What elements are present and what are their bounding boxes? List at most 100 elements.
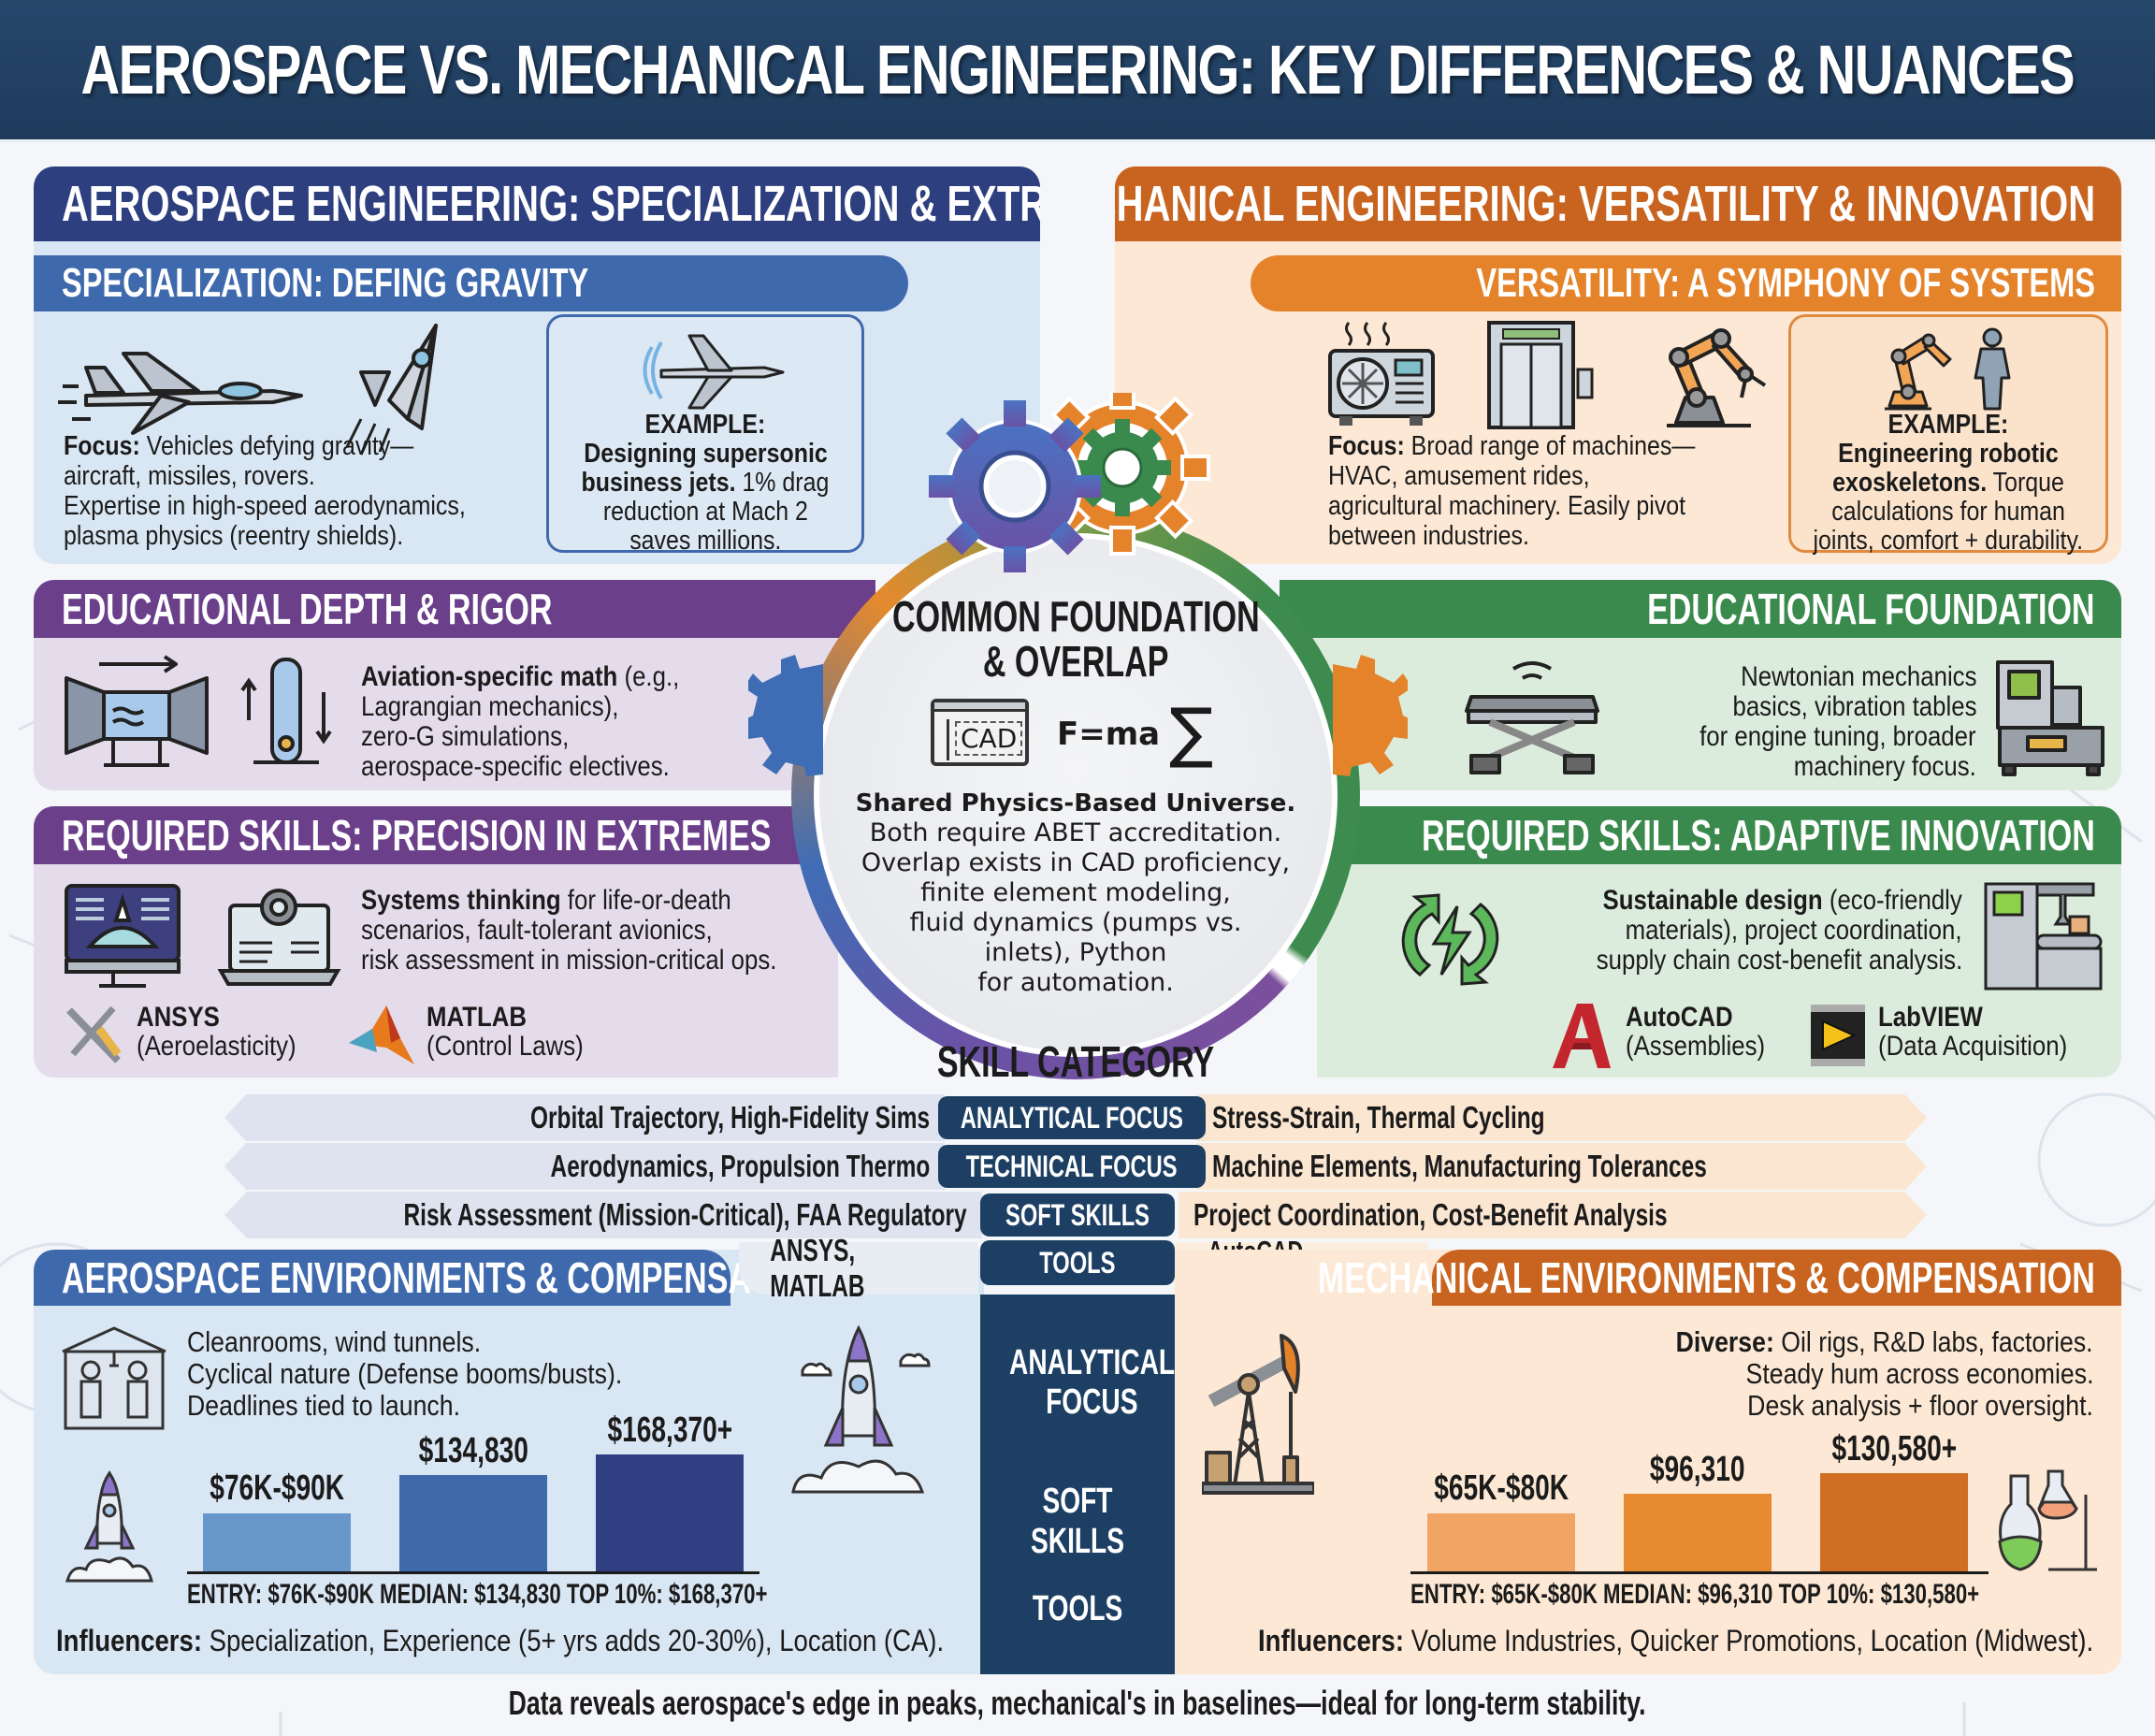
versatility-subheader: VERSATILITY: A SYMPHONY OF SYSTEMS [1251,255,2121,311]
aerospace-environments-text: Cleanrooms, wind tunnels. Cyclical natur… [187,1325,623,1422]
aerospace-skills-text: Systems thinking for life-or-death scena… [361,885,777,976]
interlocking-gears-icon [929,393,1210,572]
wind-tunnel-icon [65,655,209,767]
mechanical-education-text: Newtonian mechanics basics, vibration ta… [1699,661,1976,782]
wrench-screwdriver-icon [66,1005,122,1063]
assembly-line-icon [1984,882,2103,991]
mechanical-skills-text: Sustainable design (eco-friendly materia… [1596,885,1962,976]
common-foundation-circle [814,533,1338,1057]
aero-label-top10: $168,370+ [607,1410,732,1450]
rocket-launch-small-icon [65,1470,153,1583]
matlab-tool-label: MATLAB (Control Laws) [427,1002,584,1062]
mechanical-environments-panel: MECHANICAL ENVIRONMENTS & COMPENSATION [1175,1250,2121,1674]
center-icons: CAD F=ma ∑ [823,695,1328,788]
comparison-row-3-aerospace: Risk Assessment (Mission-Critical), FAA … [224,1192,982,1238]
robot-arm-icon [1667,328,1767,427]
cleanroom-icon [62,1326,166,1430]
aerospace-education-header: EDUCATIONAL DEPTH & RIGOR [34,580,875,638]
aero-bar-median [399,1475,547,1571]
elevator-icon [1487,321,1594,429]
aerospace-skills-panel: REQUIRED SKILLS: PRECISION IN EXTREMES S… [34,806,838,1078]
fighter-jet-icon [58,352,303,435]
mechanical-header-band: MECHANICAL ENGINEERING: VERSATILITY & IN… [1115,166,2121,241]
lathe-machine-icon [1996,660,2104,776]
robotic-exoskeleton-icon [1885,327,2011,411]
aero-bar-entry [203,1513,351,1571]
drop-tower-icon [240,658,332,764]
space-shuttle-icon [345,324,438,456]
mech-chart-axis [1410,1571,1989,1574]
center-column-tools: TOOLS [1032,1589,1123,1628]
sustainable-energy-icon [1401,893,1499,986]
lab-flask-icon [1998,1469,2097,1571]
mechanical-skills-panel: REQUIRED SKILLS: ADAPTIVE INNOVATION Sus… [1317,806,2121,1078]
aerospace-example-box: EXAMPLE: Designing supersonic business j… [546,314,864,556]
comparison-row-1-mechanical: Stress-Strain, Thermal Cycling [1197,1094,1927,1141]
mechanical-environments-header: MECHANICAL ENVIRONMENTS & COMPENSATION [1318,1250,2121,1306]
mechanical-influencers: Influencers: Volume Industries, Quicker … [1258,1624,2094,1657]
aerospace-influencers: Influencers: Specialization, Experience … [56,1624,945,1657]
comparison-row-2-aerospace: Aerodynamics, Propulsion Thermo [224,1143,945,1190]
cad-window-icon: CAD [931,699,1029,766]
aero-bar-top10 [596,1454,744,1571]
page-header: AEROSPACE VS. MECHANICAL ENGINEERING: KE… [0,0,2155,142]
aero-label-median: $134,830 [418,1431,528,1470]
labview-logo-icon [1811,1005,1865,1066]
aerospace-specialization-panel: AEROSPACE ENGINEERING: SPECIALIZATION & … [34,166,1040,564]
matlab-logo-icon [349,1005,414,1064]
aero-axis-labels: ENTRY: $76K-$90K MEDIAN: $134,830 TOP 10… [187,1579,768,1610]
aerospace-header: AEROSPACE ENGINEERING: SPECIALIZATION & … [62,176,1040,232]
aerospace-skills-header: REQUIRED SKILLS: PRECISION IN EXTREMES [34,806,838,864]
mechanical-focus-text: Focus: Broad range of machines— HVAC, am… [1328,431,1696,551]
rocket-launch-large-icon [791,1324,931,1494]
oil-pumpjack-icon [1202,1334,1314,1495]
aero-label-entry: $76K-$90K [210,1468,344,1508]
aerospace-focus-text: Focus: Vehicles defying gravity— aircraf… [64,431,466,551]
ansys-tool-label: ANSYS (Aeroelasticity) [137,1002,296,1062]
mech-axis-labels: ENTRY: $65K-$80K MEDIAN: $96,310 TOP 10%… [1410,1579,1980,1610]
newton-formula: F=ma [1057,716,1161,753]
mechanical-environments-text: Diverse: Oil rigs, R&D labs, factories. … [1676,1325,2093,1422]
aerospace-environments-panel: AEROSPACE ENVIRONMENTS & COMPENSATION [34,1250,984,1674]
mech-bar-median [1624,1494,1772,1571]
hvac-unit-icon [1328,322,1435,426]
side-gear-right-icon [1333,655,1408,776]
specialization-subheader: SPECIALIZATION: DEFING GRAVITY [34,255,908,311]
mission-monitor-icon [65,884,181,988]
laptop-gear-icon [217,889,341,986]
comparison-row-1-aerospace: Orbital Trajectory, High-Fidelity Sims [224,1094,945,1141]
mechanical-education-panel: EDUCATIONAL FOUNDATION Newtonian mechani… [1280,580,2121,790]
labview-tool-label: LabVIEW (Data Acquisition) [1878,1002,2068,1062]
aerospace-education-text: Aviation-specific math (e.g., Lagrangian… [361,661,680,782]
center-column-analytical: ANALYTICAL FOCUS [1009,1343,1176,1422]
center-content: COMMON FOUNDATION & OVERLAP CAD F=ma ∑ S… [823,594,1328,998]
mech-label-top10: $130,580+ [1831,1429,1957,1468]
autocad-logo-icon [1553,1004,1611,1068]
aero-chart-axis [187,1571,759,1574]
center-column-soft-skills: SOFT SKILLS [1031,1482,1124,1561]
tools-row-aerospace: ANSYS, MATLAB [739,1233,978,1303]
comparison-row-1-category: ANALYTICAL FOCUS [938,1096,1206,1139]
center-title: COMMON FOUNDATION & OVERLAP [891,592,1260,686]
comparison-row-2-mechanical: Machine Elements, Manufacturing Toleranc… [1197,1143,1927,1190]
mechanical-education-header: EDUCATIONAL FOUNDATION [1280,580,2121,638]
page-title: AEROSPACE VS. MECHANICAL ENGINEERING: KE… [80,31,2075,108]
side-gear-left-icon [748,655,823,776]
aerospace-education-panel: EDUCATIONAL DEPTH & RIGOR Aviation-speci… [34,580,875,790]
mechanical-versatility-panel: MECHANICAL ENGINEERING: VERSATILITY & IN… [1115,166,2121,564]
mech-label-median: $96,310 [1650,1450,1745,1489]
mechanical-skills-header: REQUIRED SKILLS: ADAPTIVE INNOVATION [1317,806,2121,864]
supersonic-jet-icon [643,334,785,410]
mechanical-example-box: EXAMPLE: Engineering robotic exoskeleton… [1788,314,2108,556]
autocad-tool-label: AutoCAD (Assemblies) [1626,1002,1766,1062]
center-category-column: ANALYTICAL FOCUS SOFT SKILLS TOOLS [980,1295,1175,1674]
vibration-table-icon [1465,661,1599,774]
mech-bar-entry [1427,1513,1575,1571]
mechanical-header: MECHANICAL ENGINEERING: VERSATILITY & IN… [1115,176,2095,232]
comparison-row-3-mechanical: Project Coordination, Cost-Benefit Analy… [1179,1192,1927,1238]
footer-summary: Data reveals aerospace's edge in peaks, … [509,1684,1646,1722]
aerospace-header-band: AEROSPACE ENGINEERING: SPECIALIZATION & … [34,166,1040,241]
comparison-row-2-category: TECHNICAL FOCUS [938,1145,1206,1188]
comparison-row-3-category: SOFT SKILLS [980,1194,1175,1237]
center-text: Shared Physics-Based Universe. Both requ… [855,789,1296,997]
